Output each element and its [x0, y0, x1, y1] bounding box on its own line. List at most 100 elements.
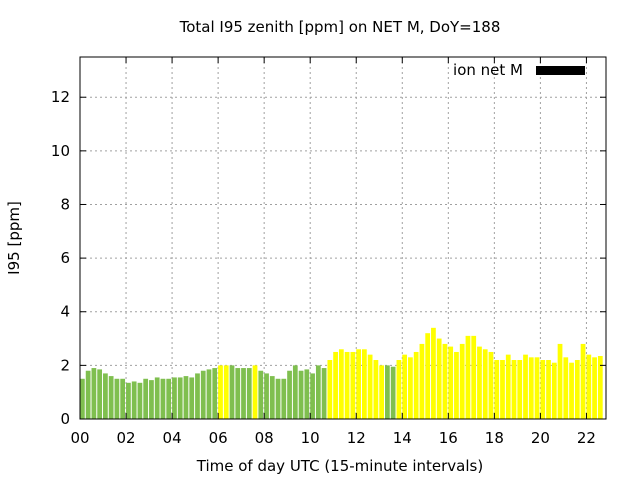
bar [396, 360, 402, 419]
bar [574, 360, 580, 419]
bar [229, 365, 235, 419]
bar [166, 378, 172, 419]
bar [304, 369, 310, 419]
bar [97, 369, 103, 419]
bar [321, 368, 327, 419]
bar [592, 357, 597, 419]
bar [402, 354, 408, 419]
bar [154, 377, 160, 419]
bar [246, 368, 252, 419]
bar [91, 368, 97, 419]
x-tick-label: 10 [301, 429, 320, 447]
bar [586, 354, 592, 419]
bar [569, 362, 574, 419]
bar [597, 355, 603, 419]
bar [183, 376, 189, 419]
bar [477, 346, 482, 419]
legend-label: ion net M [453, 61, 523, 79]
bar [252, 365, 258, 419]
bar [494, 360, 500, 419]
y-tick-label: 10 [51, 142, 70, 160]
bar [523, 354, 528, 419]
bar [126, 382, 131, 419]
bar [281, 378, 287, 419]
bar [528, 357, 534, 419]
bar [218, 365, 223, 419]
bar [488, 351, 494, 419]
bar [120, 378, 126, 419]
x-tick-label: 16 [439, 429, 458, 447]
y-tick-label: 2 [60, 356, 70, 374]
grid-lines [80, 57, 606, 419]
x-tick-label: 18 [485, 429, 504, 447]
x-tick-label: 08 [255, 429, 274, 447]
x-tick-label: 20 [531, 429, 550, 447]
legend: ion net M [453, 61, 585, 79]
x-axis-ticks: 00 02 04 06 08 10 12 14 16 18 20 22 [70, 57, 596, 447]
bar [551, 362, 557, 419]
y-tick-label: 0 [60, 410, 70, 428]
bar [200, 370, 206, 419]
bar [292, 365, 298, 419]
bar [436, 338, 442, 419]
bar [223, 365, 229, 419]
bar [338, 349, 344, 419]
bar [258, 370, 264, 419]
y-tick-label: 4 [60, 303, 70, 321]
bar [269, 376, 275, 419]
x-axis-label: Time of day UTC (15-minute intervals) [196, 457, 483, 475]
bar [517, 360, 523, 419]
bar [557, 343, 563, 419]
x-tick-label: 02 [116, 429, 135, 447]
bar [143, 378, 149, 419]
bar [206, 369, 212, 419]
bar [131, 381, 137, 419]
bar [431, 327, 436, 419]
bar [172, 377, 177, 419]
bar [108, 376, 114, 419]
bar [310, 373, 315, 419]
x-tick-label: 00 [70, 429, 89, 447]
x-tick-label: 06 [209, 429, 228, 447]
bar [448, 346, 454, 419]
x-tick-label: 04 [163, 429, 182, 447]
y-tick-label: 6 [60, 249, 70, 267]
bar [287, 370, 292, 419]
bar [149, 380, 154, 419]
y-tick-label: 8 [60, 195, 70, 213]
bar [563, 357, 569, 419]
bar [408, 357, 413, 419]
bar [425, 333, 431, 419]
bar [482, 349, 488, 419]
bar [471, 335, 477, 419]
bar [379, 365, 385, 419]
bar [264, 373, 269, 419]
bar [137, 382, 143, 419]
bar [212, 368, 218, 419]
bar [540, 360, 546, 419]
bar [177, 377, 183, 419]
bar [298, 370, 304, 419]
bar [367, 354, 373, 419]
bar [315, 365, 321, 419]
bar [505, 354, 511, 419]
bar [114, 378, 120, 419]
bar [327, 360, 333, 419]
bar [235, 368, 241, 419]
bar [344, 351, 350, 419]
bar [195, 373, 200, 419]
x-tick-label: 22 [577, 429, 596, 447]
bar [459, 343, 465, 419]
bar [385, 365, 390, 419]
bar [454, 351, 459, 419]
legend-swatch [536, 66, 585, 75]
chart-title: Total I95 zenith [ppm] on NET M, DoY=188 [179, 18, 501, 36]
bar [85, 370, 91, 419]
bar [419, 343, 425, 419]
bar [546, 360, 551, 419]
bar [442, 343, 448, 419]
bar [333, 351, 338, 419]
bar [350, 351, 356, 419]
plot-frame [79, 56, 607, 420]
